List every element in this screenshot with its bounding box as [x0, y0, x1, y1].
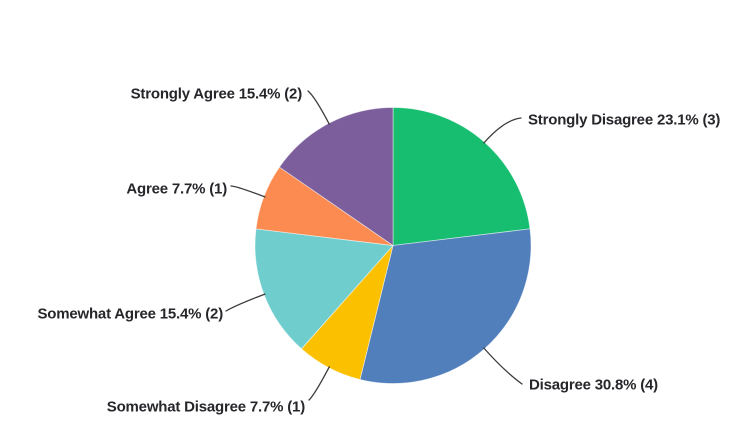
slice-label-somewhat-disagree: Somewhat Disagree 7.7% (1) [106, 398, 305, 416]
leader-line-agree [230, 185, 266, 198]
leader-line-disagree [483, 347, 523, 385]
leader-line-strongly-agree [307, 90, 330, 125]
leader-line-somewhat-disagree [308, 366, 330, 401]
pie-slice-strongly-disagree[interactable] [392, 107, 531, 246]
slice-label-strongly-agree: Strongly Agree 15.4% (2) [130, 85, 303, 103]
slice-label-strongly-disagree: Strongly Disagree 23.1% (3) [528, 111, 721, 129]
leader-line-strongly-disagree [483, 117, 522, 144]
slice-label-agree: Agree 7.7% (1) [126, 180, 227, 198]
slice-label-somewhat-agree: Somewhat Agree 15.4% (2) [37, 305, 223, 323]
leader-line-somewhat-agree [225, 293, 266, 312]
slice-label-disagree: Disagree 30.8% (4) [529, 376, 658, 394]
